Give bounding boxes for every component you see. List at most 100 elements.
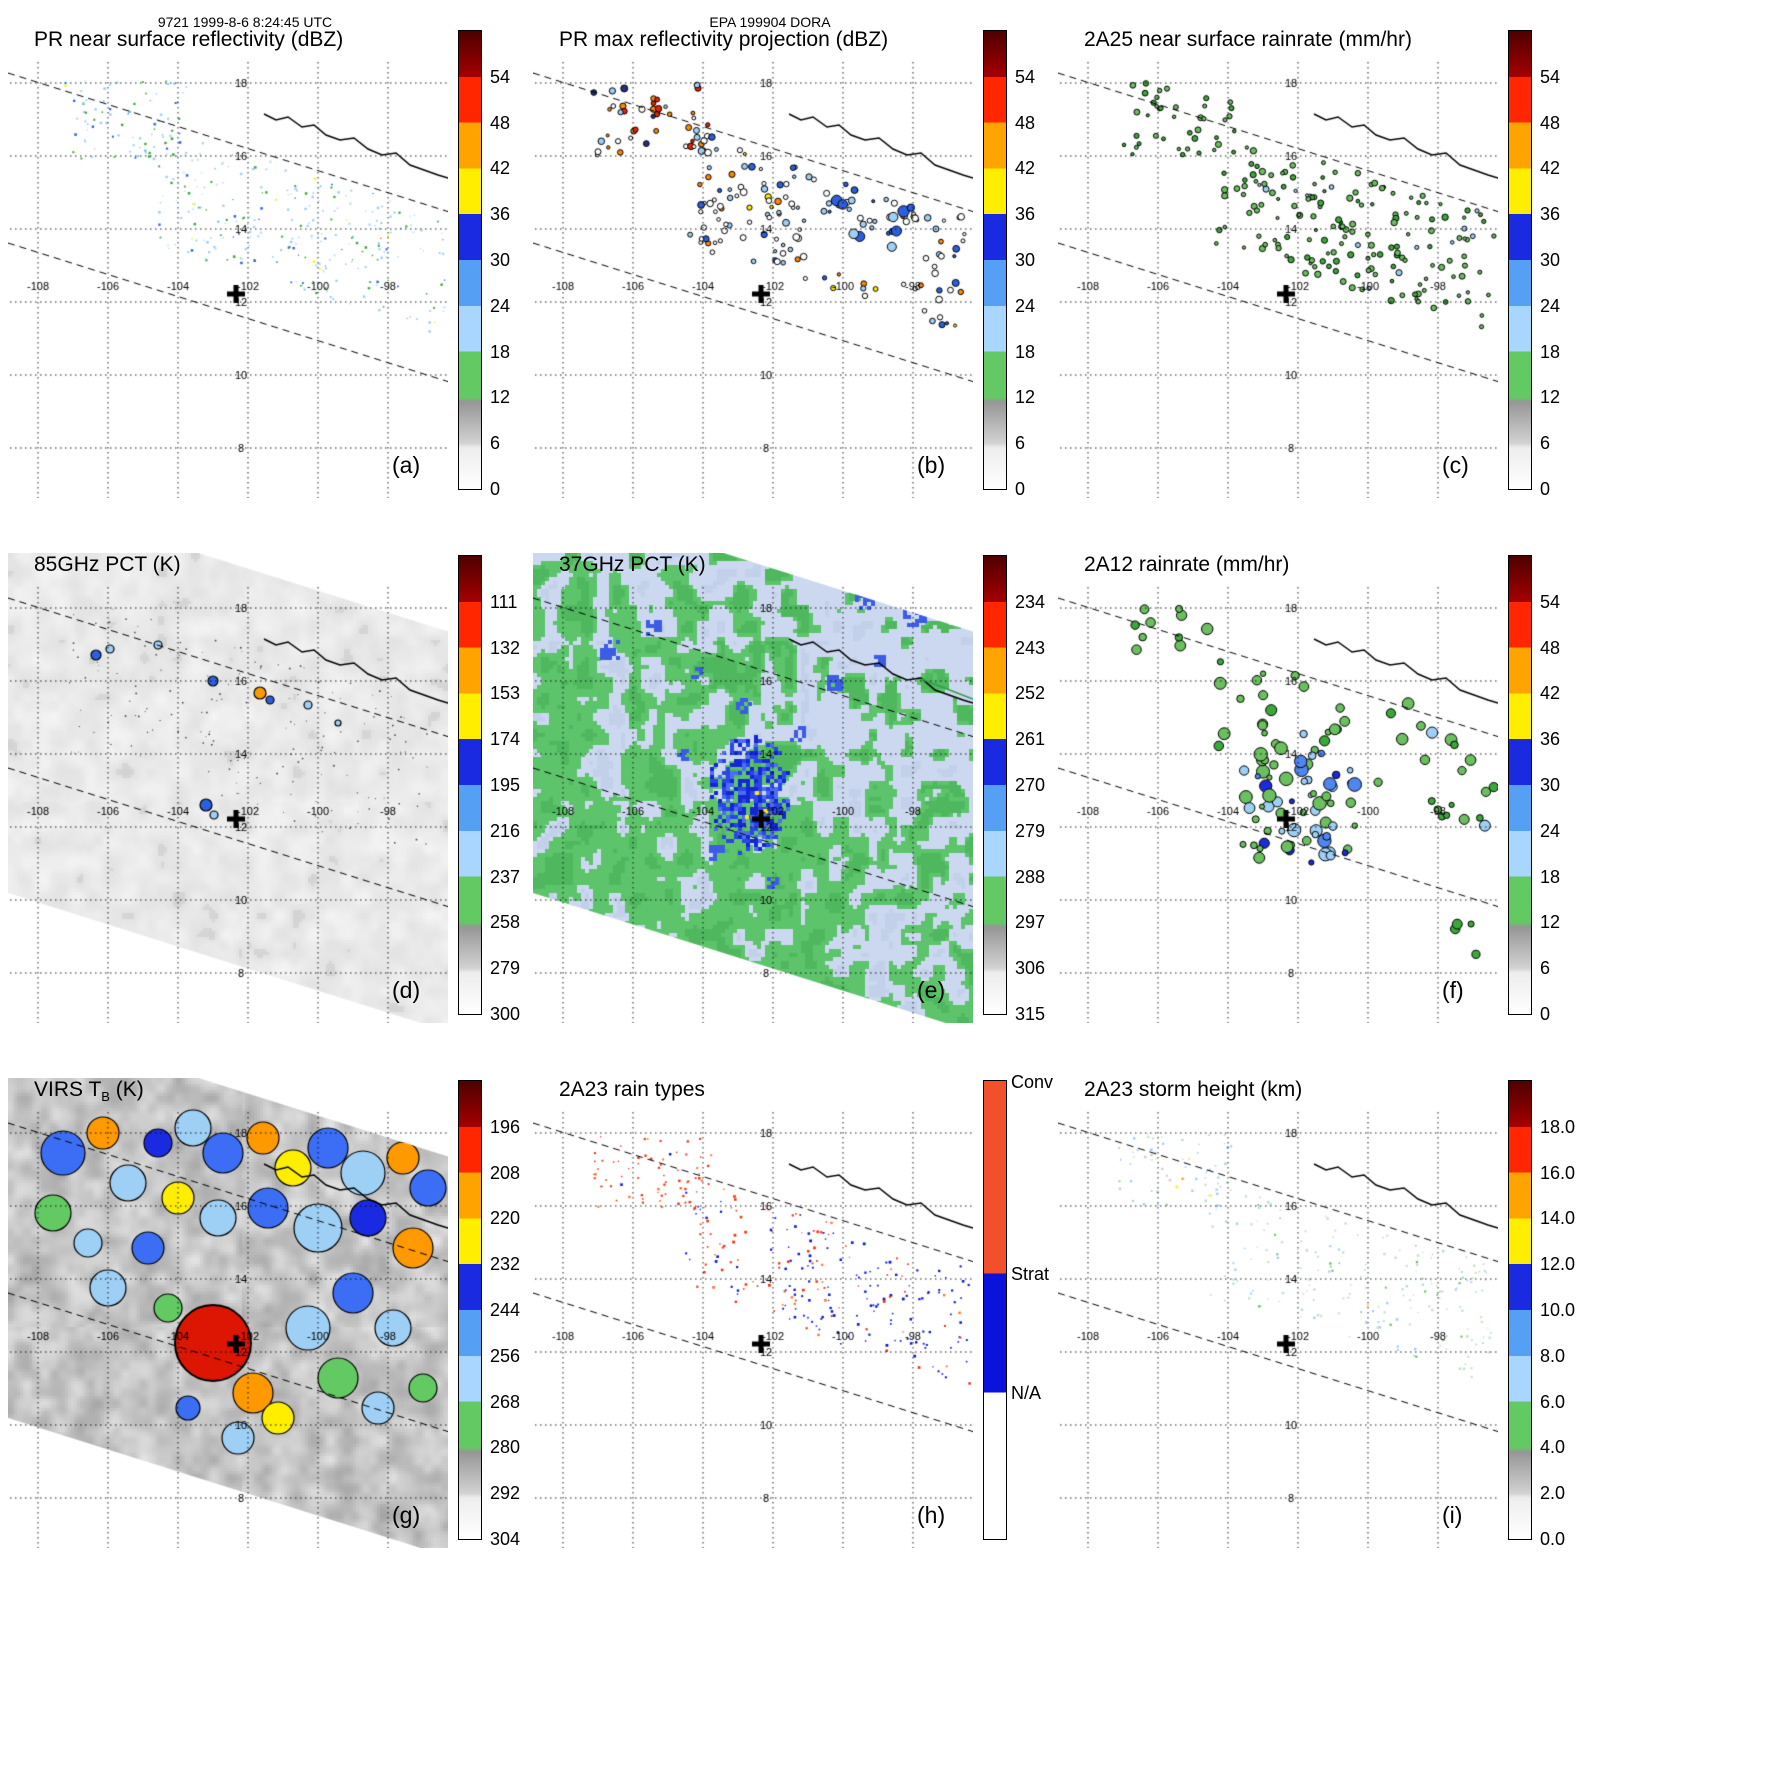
map-canvas-a bbox=[8, 28, 448, 498]
colorbar-tick: 54 bbox=[1540, 66, 1561, 87]
panel-title-b: PR max reflectivity projection (dBZ) bbox=[559, 28, 889, 51]
panel-title-i: 2A23 storm height (km) bbox=[1084, 1078, 1303, 1101]
colorbar-tick: 292 bbox=[490, 1483, 521, 1504]
colorbar-tick: 300 bbox=[490, 1004, 521, 1024]
colorbar-tick: 280 bbox=[490, 1437, 521, 1458]
colorbar-tick: 6 bbox=[1015, 433, 1026, 454]
colorbar-tick: 4.0 bbox=[1540, 1437, 1566, 1458]
panel-a: PR near surface reflectivity (dBZ) (a) 54 4… bbox=[8, 28, 536, 533]
colorbar-tick: 36 bbox=[1540, 729, 1561, 750]
colorbar-tick: 261 bbox=[1015, 729, 1046, 750]
colorbar-tick: 42 bbox=[1540, 683, 1561, 704]
colorbar-d bbox=[458, 555, 482, 1015]
colorbar-tick: 216 bbox=[490, 820, 521, 841]
map-canvas-h bbox=[533, 1078, 973, 1548]
colorbar-tick: 258 bbox=[490, 912, 521, 933]
orbit-timestamp-header: 9721 1999-8-6 8:24:45 UTC bbox=[157, 14, 333, 30]
colorbar-g bbox=[458, 1080, 482, 1540]
colorbar-tick: 54 bbox=[1015, 66, 1036, 87]
colorbar-tick: 10.0 bbox=[1540, 1300, 1576, 1320]
colorbar-tick: 12 bbox=[1540, 387, 1561, 408]
panel-letter-a: (a) bbox=[392, 452, 421, 478]
colorbar-tick: 6 bbox=[490, 433, 501, 454]
colorbar-tick: 12.0 bbox=[1540, 1254, 1576, 1275]
map-canvas-f bbox=[1058, 553, 1498, 1023]
colorbar-tick: 8.0 bbox=[1540, 1345, 1566, 1366]
panel-f: 2A12 rainrate (mm/hr) (f) 54 48 42 36 30 24 18 12… bbox=[1058, 553, 1586, 1058]
colorbar-tick: 288 bbox=[1015, 866, 1046, 887]
colorbar-tick: 12 bbox=[490, 387, 511, 408]
colorbar-tick: 48 bbox=[490, 112, 511, 133]
colorbar-tick: Conv bbox=[1011, 1072, 1054, 1092]
colorbar-tick: 268 bbox=[490, 1391, 521, 1412]
colorbar-tick: 256 bbox=[490, 1345, 521, 1366]
colorbar-tick: 208 bbox=[490, 1162, 521, 1183]
colorbar-a bbox=[458, 30, 482, 490]
panel-e: 37GHz PCT (K) (e) 234 243 252 261 270 279 288 297… bbox=[533, 553, 1061, 1058]
panel-letter-e: (e) bbox=[917, 977, 946, 1003]
panel-letter-g: (g) bbox=[392, 1502, 421, 1528]
colorbar-tick: 279 bbox=[1015, 820, 1046, 841]
colorbar-tick: 30 bbox=[490, 250, 511, 270]
storm-name-header: EPA 199904 DORA bbox=[709, 14, 831, 30]
colorbar-tick: 2.0 bbox=[1540, 1483, 1566, 1504]
colorbar-tick: 30 bbox=[1540, 775, 1561, 795]
panel-title-c: 2A25 near surface rainrate (mm/hr) bbox=[1084, 28, 1412, 51]
colorbar-tick: 42 bbox=[490, 158, 511, 179]
panel-c: 2A25 near surface rainrate (mm/hr) (c) 54 4… bbox=[1058, 28, 1586, 533]
panel-title-e: 37GHz PCT (K) bbox=[559, 553, 706, 576]
map-canvas-c bbox=[1058, 28, 1498, 498]
colorbar-tick: 36 bbox=[1015, 204, 1036, 225]
colorbar-tick: 48 bbox=[1540, 112, 1561, 133]
colorbar-tick: 24 bbox=[490, 295, 511, 316]
map-canvas-d bbox=[8, 553, 448, 1023]
colorbar-b bbox=[983, 30, 1007, 490]
map-canvas-b bbox=[533, 28, 973, 498]
colorbar-tick: 30 bbox=[1015, 250, 1036, 270]
colorbar-tick: 0 bbox=[1540, 1004, 1551, 1024]
colorbar-tick: Strat bbox=[1011, 1264, 1050, 1285]
colorbar-tick: 297 bbox=[1015, 912, 1046, 933]
colorbar-tick: 196 bbox=[490, 1116, 521, 1137]
panel-h: 2A23 rain types (h) Conv Strat N/A bbox=[533, 1072, 1061, 1583]
colorbar-tick: 304 bbox=[490, 1529, 521, 1549]
colorbar-tick: 237 bbox=[490, 866, 521, 887]
colorbar-tick: 16.0 bbox=[1540, 1162, 1576, 1183]
colorbar-tick: 6 bbox=[1540, 433, 1551, 454]
map-canvas-i bbox=[1058, 1078, 1498, 1548]
panel-i: 2A23 storm height (km) (i) 18.0 16.0 14.0 12.… bbox=[1058, 1078, 1586, 1583]
colorbar-tick: 42 bbox=[1540, 158, 1561, 179]
colorbar-tick: 6.0 bbox=[1540, 1391, 1566, 1412]
colorbar-tick: 18 bbox=[1015, 341, 1036, 362]
panel-title-a: PR near surface reflectivity (dBZ) bbox=[34, 28, 344, 51]
colorbar-e bbox=[983, 555, 1007, 1015]
colorbar-tick: 36 bbox=[1540, 204, 1561, 225]
colorbar-tick: 252 bbox=[1015, 683, 1046, 704]
colorbar-tick: 0 bbox=[1540, 479, 1551, 499]
colorbar-tick: 111 bbox=[490, 591, 518, 612]
panel-letter-f: (f) bbox=[1442, 977, 1464, 1003]
colorbar-tick: 132 bbox=[490, 637, 521, 658]
panel-letter-c: (c) bbox=[1442, 452, 1469, 478]
colorbar-tick: N/A bbox=[1011, 1383, 1042, 1404]
colorbar-tick: 48 bbox=[1015, 112, 1036, 133]
colorbar-tick: 12 bbox=[1015, 387, 1036, 408]
colorbar-h bbox=[983, 1080, 1007, 1540]
panel-letter-i: (i) bbox=[1442, 1502, 1463, 1528]
colorbar-tick: 48 bbox=[1540, 637, 1561, 658]
colorbar-tick: 24 bbox=[1540, 295, 1561, 316]
colorbar-tick: 36 bbox=[490, 204, 511, 225]
colorbar-tick: 306 bbox=[1015, 958, 1046, 979]
colorbar-tick: 14.0 bbox=[1540, 1208, 1576, 1229]
colorbar-tick: 234 bbox=[1015, 591, 1046, 612]
colorbar-tick: 220 bbox=[490, 1208, 521, 1229]
panel-g: VIRS TB (K) (g) 196 208 220 232 244 256 268 280 29… bbox=[8, 1078, 536, 1583]
panel-title-d: 85GHz PCT (K) bbox=[34, 553, 181, 576]
panel-d: 85GHz PCT (K) (d) 111 132 153 174 195 216 237 258… bbox=[8, 553, 536, 1058]
colorbar-tick: 0 bbox=[490, 479, 501, 499]
colorbar-tick: 54 bbox=[490, 66, 511, 87]
colorbar-tick: 18 bbox=[1540, 866, 1561, 887]
colorbar-tick: 54 bbox=[1540, 591, 1561, 612]
colorbar-tick: 24 bbox=[1015, 295, 1036, 316]
colorbar-tick: 195 bbox=[490, 775, 521, 795]
